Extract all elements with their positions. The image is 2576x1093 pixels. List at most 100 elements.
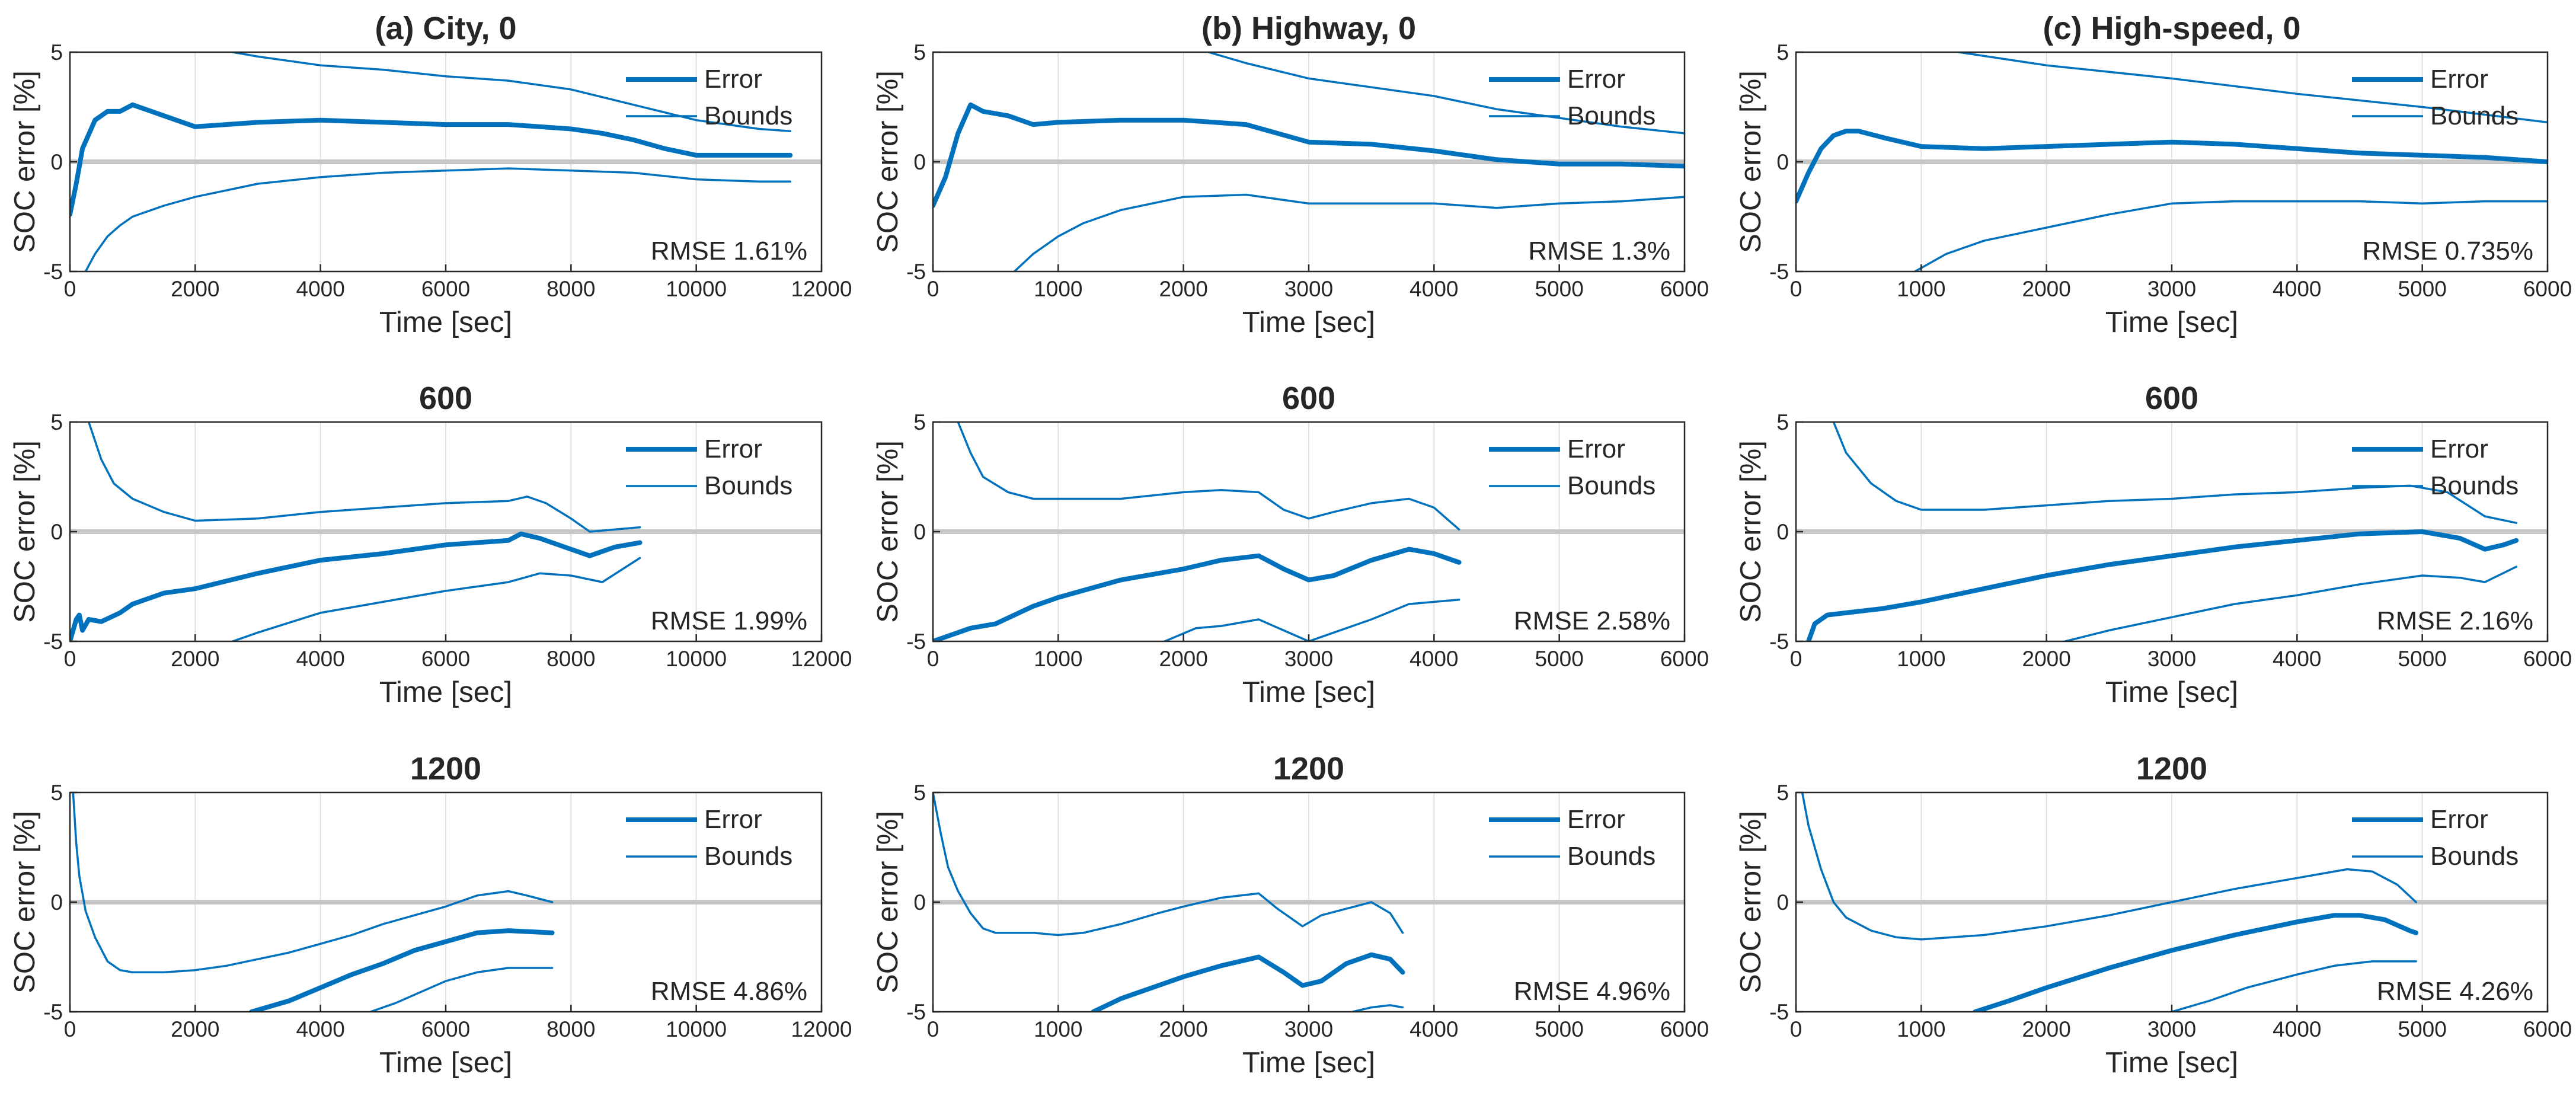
x-tick-label: 12000 <box>791 1017 852 1041</box>
x-tick-label: 5000 <box>1535 1017 1584 1041</box>
lower-bound-line <box>84 167 791 271</box>
legend-bounds-label: Bounds <box>704 101 792 130</box>
x-tick-label: 4000 <box>2273 1017 2321 1041</box>
upper-bound-line <box>1832 422 2517 524</box>
legend-bounds-label: Bounds <box>704 471 792 500</box>
x-tick-label: 1000 <box>1897 277 1945 301</box>
x-tick-label: 5000 <box>2398 277 2447 301</box>
y-tick-label: -5 <box>1769 260 1789 284</box>
subplot-title: 600 <box>2145 381 2198 416</box>
x-tick-label: 1000 <box>1034 647 1082 671</box>
x-axis-label: Time [sec] <box>2105 306 2238 338</box>
subplot-2: 0 1000 2000 3000 4000 5000 6000-505(b) Highway… <box>872 11 1709 338</box>
x-tick-label: 6000 <box>1660 647 1709 671</box>
x-tick-label: 8000 <box>546 647 595 671</box>
x-tick-label: 4000 <box>296 277 345 301</box>
y-axis-label: SOC error [%] <box>1735 811 1767 993</box>
x-tick-label: 3000 <box>1284 1017 1333 1041</box>
legend-bounds-label: Bounds <box>1567 101 1655 130</box>
upper-bound-line <box>231 52 791 132</box>
y-axis-label: SOC error [%] <box>872 440 904 623</box>
y-tick-label: 0 <box>50 150 63 174</box>
y-tick-label: -5 <box>906 1000 926 1024</box>
legend: Error Bounds <box>2352 65 2519 130</box>
x-tick-label: 3000 <box>2147 1017 2196 1041</box>
legend: Error Bounds <box>626 805 792 871</box>
x-tick-label: 0 <box>64 647 76 671</box>
rmse-annotation: RMSE 2.58% <box>1514 606 1670 635</box>
x-tick-label: 6000 <box>2523 1017 2572 1041</box>
x-tick-label: 4000 <box>1410 277 1458 301</box>
x-tick-label: 8000 <box>546 277 595 301</box>
upper-bound-line <box>1207 52 1685 135</box>
x-tick-label: 10000 <box>666 1017 727 1041</box>
y-axis-label: SOC error [%] <box>9 440 41 623</box>
x-tick-label: 5000 <box>2398 647 2447 671</box>
error-line <box>1973 913 2419 1012</box>
legend: Error Bounds <box>1489 805 1655 871</box>
x-axis-label: Time [sec] <box>1242 306 1375 338</box>
legend: Error Bounds <box>2352 434 2519 500</box>
x-tick-label: 5000 <box>1535 647 1584 671</box>
x-tick-label: 4000 <box>1410 647 1458 671</box>
error-line <box>249 928 555 1012</box>
x-tick-label: 6000 <box>421 1017 470 1041</box>
x-axis-label: Time [sec] <box>379 1047 512 1079</box>
legend-error-label: Error <box>704 805 762 834</box>
x-tick-label: 4000 <box>1410 1017 1458 1041</box>
subplot-title: 1200 <box>1273 751 1344 787</box>
error-line <box>1806 529 2519 641</box>
x-axis-label: Time [sec] <box>2105 676 2238 708</box>
x-tick-label: 3000 <box>2147 647 2196 671</box>
y-tick-label: -5 <box>43 1000 63 1024</box>
y-tick-label: -5 <box>906 260 926 284</box>
lower-bound-line <box>231 557 641 641</box>
x-axis-label: Time [sec] <box>2105 1047 2238 1079</box>
lower-bound-line <box>1164 598 1460 641</box>
x-tick-label: 10000 <box>666 277 727 301</box>
x-tick-label: 0 <box>64 1017 76 1041</box>
x-tick-label: 10000 <box>666 647 727 671</box>
legend-error-label: Error <box>2430 805 2488 834</box>
y-tick-label: -5 <box>1769 629 1789 654</box>
y-axis-label: SOC error [%] <box>872 71 904 253</box>
x-tick-label: 12000 <box>791 647 852 671</box>
x-tick-label: 1000 <box>1034 277 1082 301</box>
x-tick-label: 2000 <box>2022 647 2071 671</box>
x-axis-label: Time [sec] <box>379 306 512 338</box>
y-tick-label: 5 <box>50 410 63 434</box>
x-tick-label: 3000 <box>1284 647 1333 671</box>
legend-bounds-label: Bounds <box>2430 842 2519 871</box>
y-tick-label: 0 <box>1776 520 1789 544</box>
legend: Error Bounds <box>1489 65 1655 130</box>
legend-error-label: Error <box>2430 434 2488 464</box>
x-tick-label: 3000 <box>1284 277 1333 301</box>
upper-bound-line <box>1801 792 2417 941</box>
x-tick-label: 1000 <box>1897 647 1945 671</box>
x-tick-label: 6000 <box>2523 277 2572 301</box>
rmse-annotation: RMSE 4.26% <box>2377 977 2533 1006</box>
x-tick-label: 2000 <box>1159 277 1208 301</box>
x-tick-label: 0 <box>64 277 76 301</box>
legend-error-label: Error <box>1567 65 1625 94</box>
y-tick-label: 0 <box>50 890 63 915</box>
x-tick-label: 3000 <box>2147 277 2196 301</box>
upper-bound-line <box>957 422 1460 531</box>
rmse-annotation: RMSE 1.99% <box>651 606 807 635</box>
y-tick-label: 0 <box>913 520 926 544</box>
legend-bounds-label: Bounds <box>2430 101 2519 130</box>
error-line <box>933 546 1462 641</box>
x-tick-label: 2000 <box>171 647 219 671</box>
x-tick-label: 5000 <box>2398 1017 2447 1041</box>
x-tick-label: 2000 <box>1159 647 1208 671</box>
rmse-annotation: RMSE 4.86% <box>651 977 807 1006</box>
error-line <box>70 102 793 217</box>
legend-error-label: Error <box>704 65 762 94</box>
lower-bound-line <box>1914 200 2548 271</box>
y-tick-label: -5 <box>43 260 63 284</box>
subplot-title: (c) High-speed, 0 <box>2043 11 2300 46</box>
lower-bound-line <box>1013 193 1685 271</box>
legend-bounds-label: Bounds <box>2430 471 2519 500</box>
